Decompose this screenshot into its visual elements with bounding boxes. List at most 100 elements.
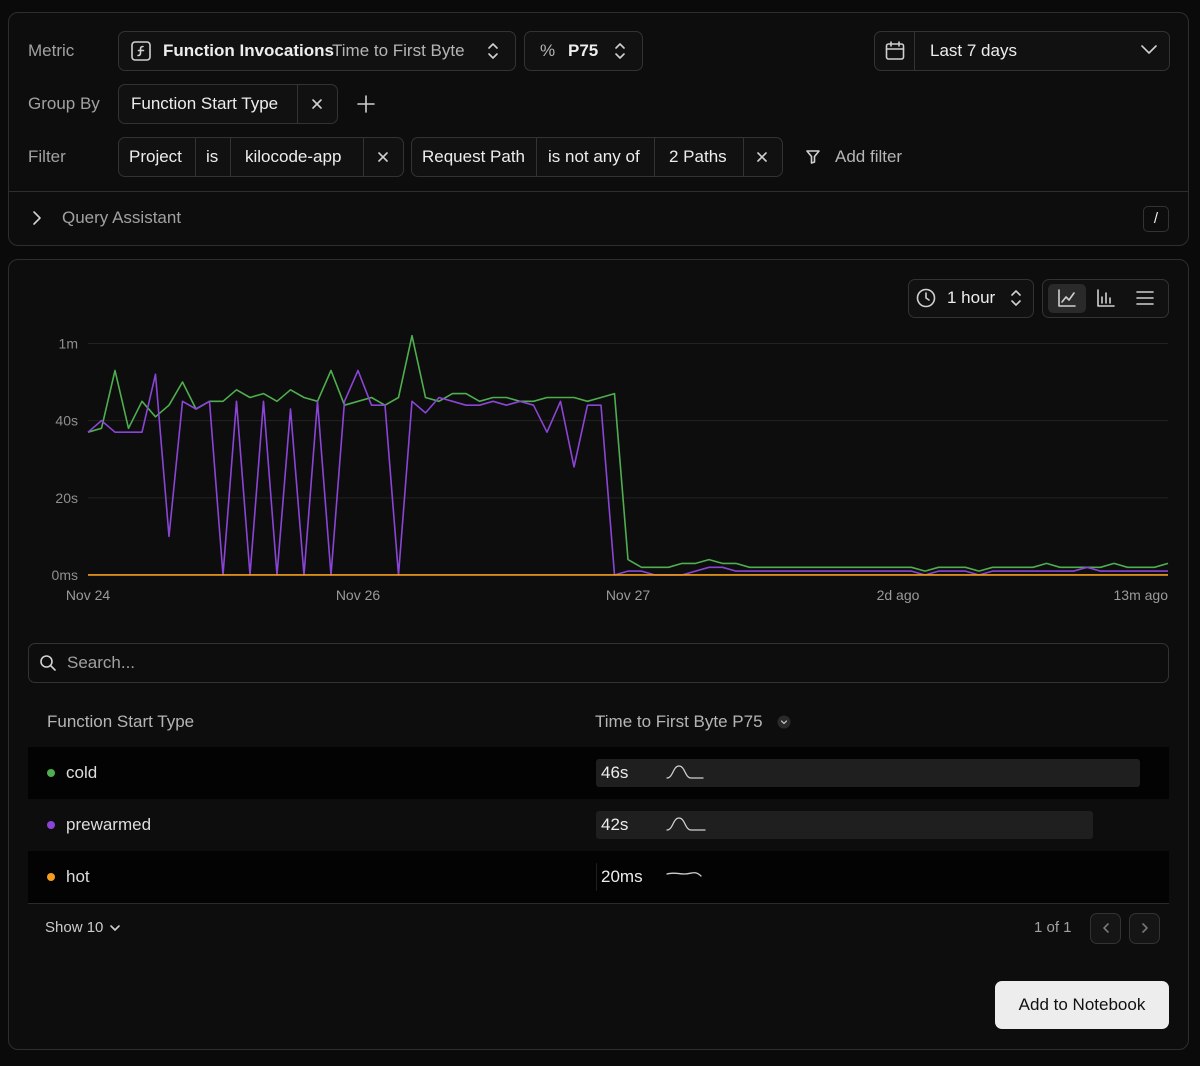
metric-label: Metric [28,41,75,60]
chart: 0ms 20s 40s 1m Nov 24 Nov 26 Nov 27 2d ago 13m a… [52,334,1169,603]
search-placeholder: Search... [67,653,136,672]
granularity-select[interactable] [908,279,1034,318]
filter-chip[interactable] [411,137,783,177]
divider [363,137,364,177]
sort-icon[interactable] [777,715,791,729]
chevron-left [1103,923,1109,933]
divider [28,903,1169,904]
divider [297,84,298,124]
y-tick-label: 20s [55,490,78,506]
add-to-notebook-button[interactable] [995,981,1169,1029]
sparkline-path [666,765,704,779]
x-tick-label: Nov 27 [606,587,651,603]
chevrons [1011,290,1021,306]
x-tick-label: Nov 24 [66,587,111,603]
series-line [87,369,1168,576]
prev-page[interactable] [1090,913,1121,944]
granularity: 1 hour [947,288,996,307]
row-label: cold [66,763,98,782]
aggregate-symbol: % [540,41,556,60]
value-label: 46s [601,763,629,782]
calendar-icon [885,41,905,60]
shortcut-key [1143,206,1169,232]
group-by-chip[interactable] [118,84,338,124]
page-size[interactable]: Show 10 [45,919,104,936]
pagination: 1 of 1 [1034,919,1072,936]
date-range: Last 7 days [930,41,1017,60]
divider [230,137,231,177]
divider [654,137,655,177]
sparkline [666,765,704,779]
clock-icon [916,288,936,308]
chevron-down [1141,45,1157,54]
chevron-right[interactable] [33,211,41,225]
series-dot [47,821,55,829]
row-label: hot [66,867,90,886]
filter-chip[interactable] [118,137,404,177]
table-body: cold 46s prewarmed 42s hot 20ms [28,747,1169,904]
date-range-select[interactable] [874,31,1170,71]
table-row[interactable]: prewarmed 42s [28,799,1169,851]
bar-view-icon[interactable] [1097,289,1115,307]
series-dot [47,769,55,777]
aggregate: P75 [568,41,599,60]
sparkline [666,817,706,831]
filter-label: Filter [28,147,66,166]
sparkline-path [666,872,702,877]
sparkline-path [666,817,706,831]
next-page[interactable] [1129,913,1160,944]
divider [743,137,744,177]
aggregate-select[interactable] [524,31,643,71]
chevron-right [1142,923,1148,933]
search-input[interactable] [28,643,1169,683]
shortcut: / [1153,210,1159,227]
chevrons [488,43,498,59]
divider [195,137,196,177]
button-label: Add to Notebook [1018,995,1146,1014]
value-bar [596,759,1140,787]
row-label: prewarmed [66,815,152,834]
filter-field: Project [129,147,182,166]
value-label: 20ms [601,867,643,886]
table-row[interactable]: cold 46s [28,747,1169,799]
value-bar [596,811,1093,839]
metric-measure: Time to First Byte [332,41,465,60]
group-by: Function Start Type [131,94,279,113]
add-filter[interactable]: Add filter [835,147,903,166]
x-tick-label: 2d ago [877,587,920,603]
table-view-icon[interactable] [1136,291,1154,305]
function-icon [131,41,151,61]
value-label: 42s [601,815,629,834]
column-header[interactable]: Time to First Byte P75 [595,712,763,731]
series-line [87,334,1169,572]
divider [914,31,915,71]
sparkline [666,872,702,877]
x-tick-label: Nov 26 [336,587,381,603]
group-by-label: Group By [28,94,100,113]
chevrons [615,43,625,59]
filter-value: kilocode-app [245,147,342,166]
y-tick-label: 0ms [52,567,78,583]
filter-operator: is [206,147,219,166]
chevron-down [110,925,120,931]
table-row[interactable]: hot 20ms [28,851,1169,903]
column-header: Function Start Type [47,712,195,731]
filter-icon [806,150,820,164]
search-icon [40,655,56,671]
line-view-icon[interactable] [1058,289,1076,307]
y-tick-label: 40s [55,413,78,429]
filter-field: Request Path [422,147,526,166]
metric-select[interactable] [118,31,516,71]
divider [9,191,1188,192]
add-group-icon[interactable] [357,95,375,113]
filter-value: 2 Paths [669,147,727,166]
y-tick-label: 1m [59,335,78,351]
remove-icon[interactable] [378,152,388,162]
filter-operator: is not any of [548,147,640,166]
series-dot [47,873,55,881]
metric-name: Function Invocations [163,41,334,60]
query-assistant[interactable]: Query Assistant [62,208,182,227]
remove-icon[interactable] [757,152,767,162]
remove-icon[interactable] [312,99,322,109]
